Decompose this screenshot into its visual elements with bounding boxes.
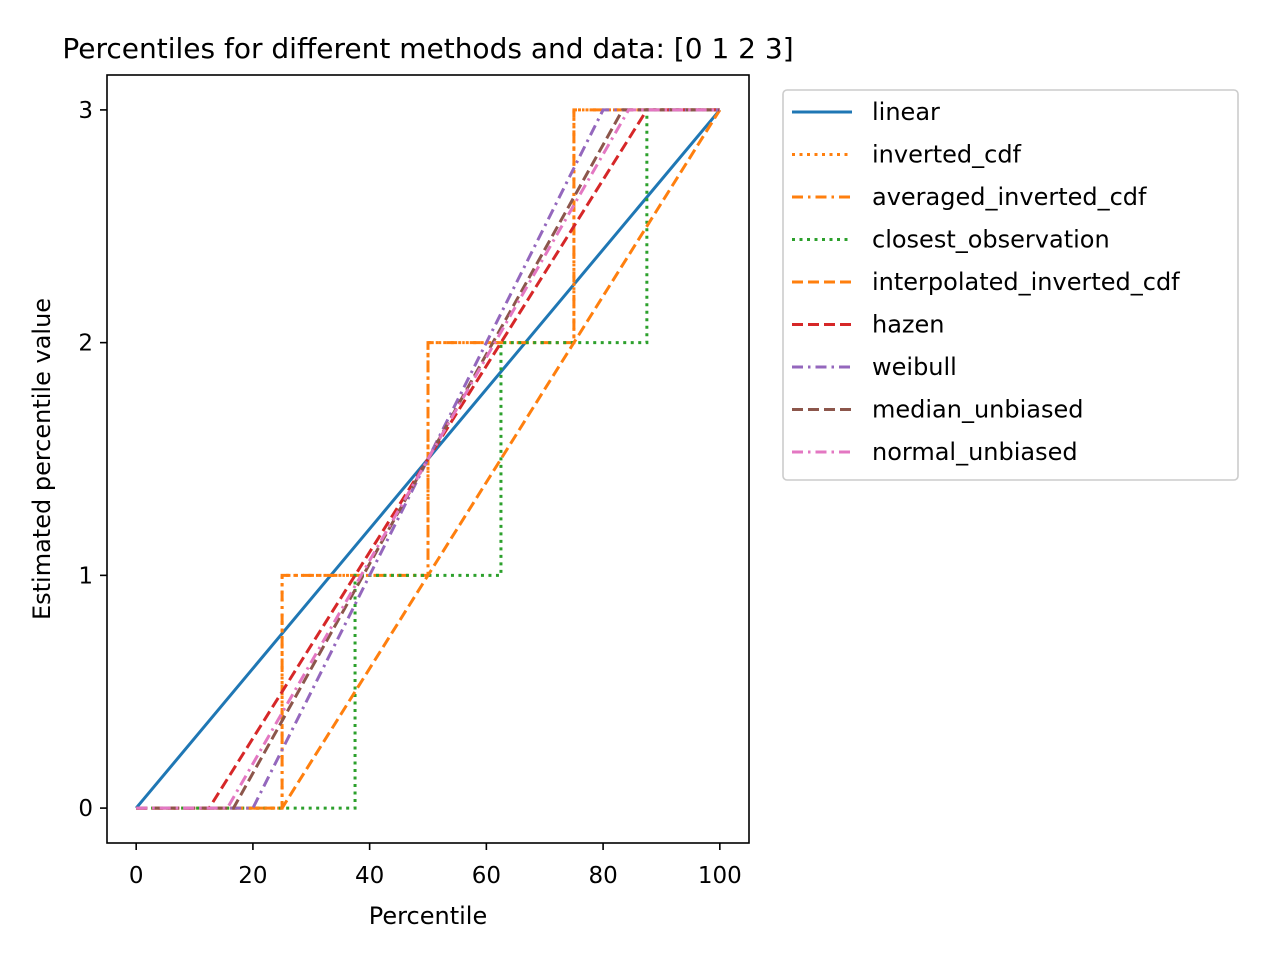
- legend-label-median-unbiased: median_unbiased: [872, 396, 1084, 424]
- legend-label-normal-unbiased: normal_unbiased: [872, 438, 1078, 466]
- x-tick-label: 60: [472, 863, 501, 889]
- legend-label-inverted-cdf: inverted_cdf: [872, 141, 1022, 169]
- series-layer: [135, 108, 722, 810]
- x-tick-label: 20: [238, 863, 267, 889]
- legend-frame: [782, 89, 1239, 481]
- legend-label-interpolated-inverted-cdf: interpolated_inverted_cdf: [872, 268, 1180, 296]
- x-tick-label: 40: [355, 863, 384, 889]
- y-tick-label: 3: [78, 98, 93, 124]
- ticks-layer: 0 20 40 60 80 100 0 1 2 3: [78, 98, 741, 889]
- legend: linear inverted_cdf averaged_inverted_cdfc…: [782, 89, 1239, 481]
- plot-frame: [106, 74, 750, 844]
- x-tick-label: 100: [698, 863, 742, 889]
- legend-label-linear: linear: [872, 98, 940, 126]
- series-line-closest-observation: [136, 108, 720, 810]
- x-tick-label: 0: [129, 863, 144, 889]
- legend-label-averaged-inverted-cdf: averaged_inverted_cdf: [872, 183, 1147, 211]
- x-axis-label: Percentile: [369, 902, 487, 930]
- y-tick-label: 1: [78, 563, 93, 589]
- y-tick-label: 2: [78, 331, 93, 357]
- y-axis-label: Estimated percentile value: [28, 298, 56, 620]
- chart-title: Percentiles for different methods and da…: [62, 32, 793, 65]
- legend-label-hazen: hazen: [872, 311, 945, 339]
- y-tick-label: 0: [78, 796, 93, 822]
- legend-items: linear inverted_cdf averaged_inverted_cdfc…: [792, 98, 1180, 466]
- legend-label-closest-observation: closest_observation: [872, 226, 1110, 254]
- series-line-normal-unbiased: [136, 108, 720, 810]
- x-tick-label: 80: [588, 863, 617, 889]
- legend-label-weibull: weibull: [872, 353, 957, 381]
